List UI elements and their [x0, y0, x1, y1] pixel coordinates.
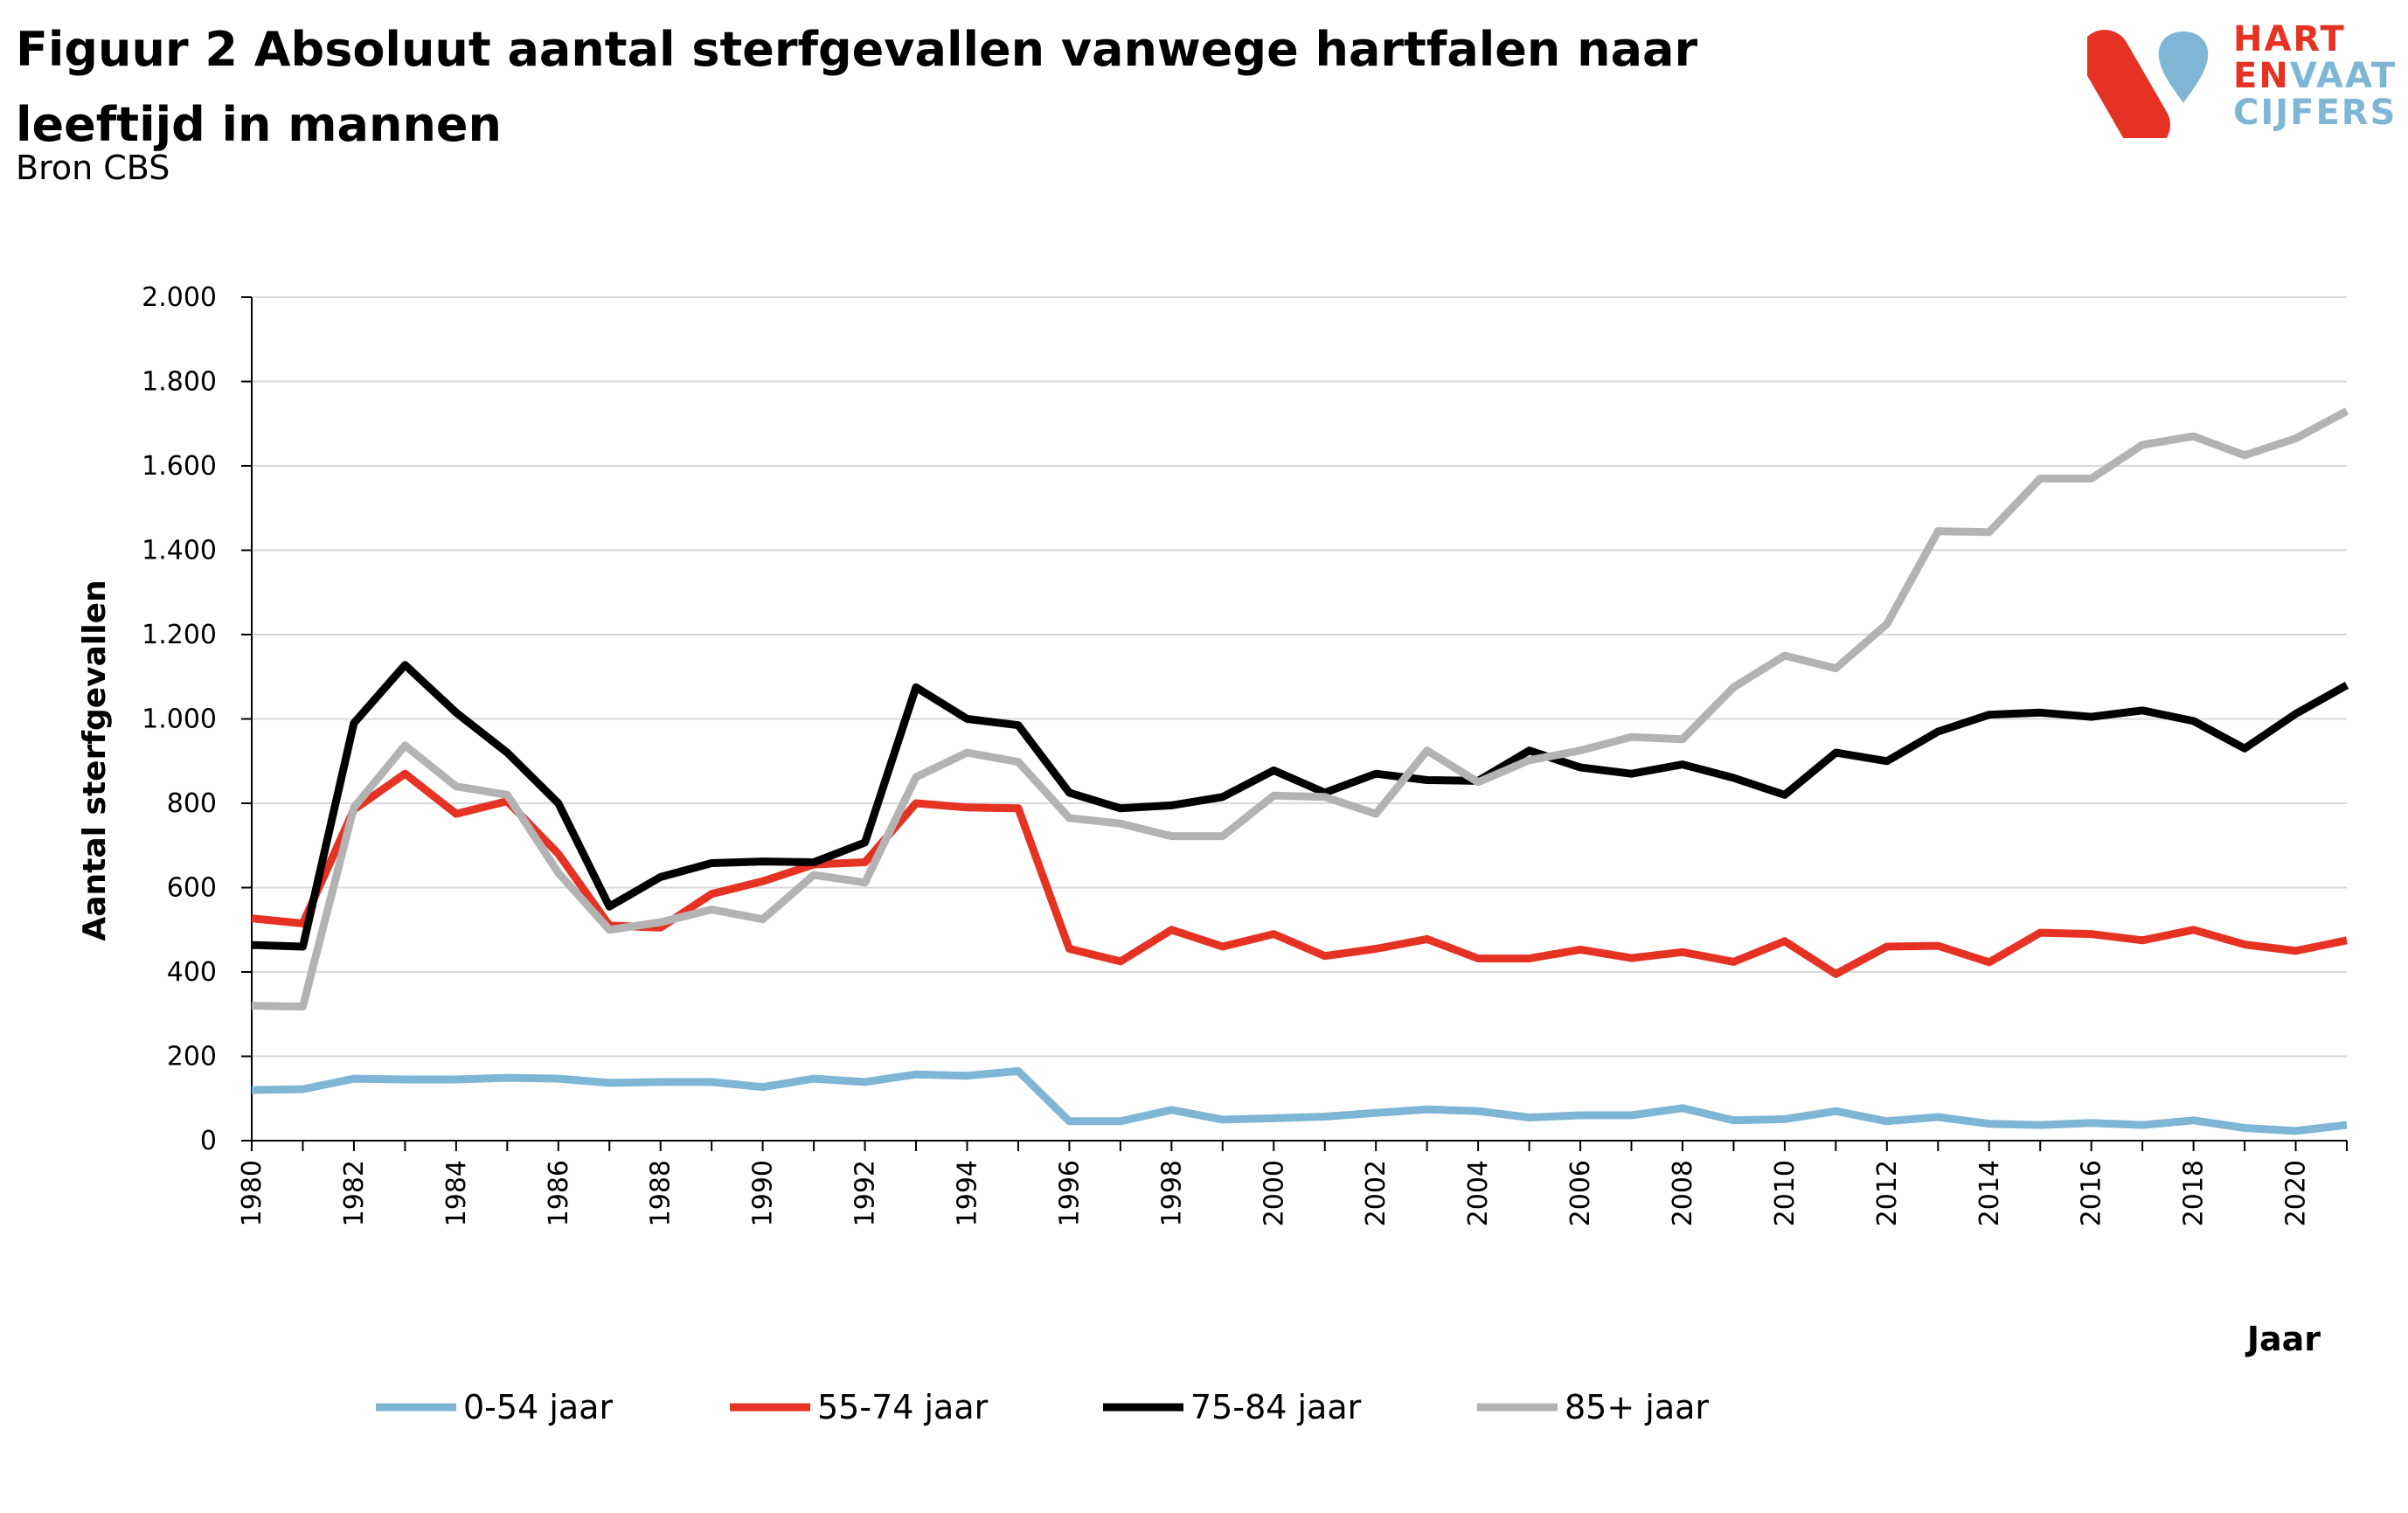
x-axis-ticks: 1980 1982 1984 1986 1988 1990 1992 1994 1996 1998… [237, 1141, 2348, 1226]
y-tick-label: 600 [167, 873, 217, 904]
x-tick-label: 2004 [1463, 1160, 1494, 1226]
logo-line-cijfers: CIJFERS [2233, 93, 2398, 133]
y-tick-label: 1.400 [142, 536, 217, 566]
legend: 0-54 jaar 55-74 jaar 75-84 jaar 85+ jaar [376, 1388, 1709, 1426]
x-tick-label: 1992 [850, 1160, 881, 1226]
logo-blue-drop [2158, 31, 2209, 103]
x-tick-label: 2014 [1974, 1160, 2005, 1226]
y-tick-label: 1.600 [142, 451, 217, 482]
x-tick-label: 2008 [1668, 1160, 1698, 1226]
x-tick-label: 2012 [1872, 1160, 1903, 1226]
legend-label: 0-54 jaar [463, 1388, 613, 1426]
logo-line-hart: HART [2233, 19, 2346, 59]
series-line [251, 407, 2349, 1011]
logo-line-vaat: VAAT [2289, 56, 2398, 96]
x-tick-label: 2002 [1361, 1160, 1391, 1226]
series-line [251, 1066, 2348, 1135]
gridlines [252, 296, 2347, 1058]
y-tick-label: 2.000 [142, 282, 217, 313]
axes [251, 297, 2347, 1149]
series-lines [251, 407, 2349, 1135]
x-tick-label: 2006 [1565, 1160, 1596, 1226]
y-tick-label: 1.800 [142, 367, 217, 398]
x-tick-label: 2016 [2077, 1160, 2107, 1226]
y-axis-label: Aantal sterfgevallen [77, 580, 113, 940]
legend-label: 75-84 jaar [1190, 1388, 1362, 1426]
x-tick-label: 1996 [1054, 1160, 1085, 1226]
hartenvaat-logo-icon [2087, 30, 2209, 138]
y-tick-label: 800 [167, 788, 217, 819]
x-tick-label: 1984 [441, 1160, 472, 1226]
legend-label: 55-74 jaar [817, 1388, 989, 1426]
x-tick-label: 1998 [1156, 1160, 1187, 1226]
y-axis-ticks: 0 200 400 600 800 1.000 1.200 1.400 1.600 1.800 2.… [142, 282, 252, 1156]
logo-red-bar [2087, 30, 2170, 138]
y-tick-label: 1.200 [142, 620, 217, 650]
logo-wordmark: HART ENVAAT CIJFERS [2233, 21, 2397, 131]
x-tick-label: 2000 [1259, 1160, 1289, 1226]
x-tick-label: 1982 [339, 1160, 370, 1226]
x-tick-label: 1990 [748, 1160, 779, 1226]
y-tick-label: 400 [167, 957, 217, 988]
x-tick-label: 1988 [646, 1160, 677, 1226]
x-axis-label: Jaar [2245, 1320, 2321, 1358]
chart-source: Bron CBS [16, 149, 170, 187]
logo-line-en: EN [2233, 56, 2290, 96]
x-tick-label: 1986 [544, 1160, 574, 1226]
x-tick-label: 1980 [237, 1160, 267, 1226]
series-line [251, 769, 2348, 978]
y-tick-label: 1.000 [142, 704, 217, 735]
chart-title: Figuur 2 Absoluut aantal sterfgevallen v… [16, 22, 1698, 152]
x-tick-label: 2018 [2179, 1160, 2210, 1226]
series-line [251, 661, 2349, 951]
legend-label: 85+ jaar [1565, 1388, 1709, 1426]
y-tick-label: 200 [167, 1042, 217, 1072]
y-tick-label: 0 [200, 1126, 217, 1156]
x-tick-label: 2010 [1770, 1160, 1801, 1226]
x-tick-label: 2020 [2281, 1160, 2312, 1226]
x-tick-label: 1994 [952, 1160, 982, 1226]
